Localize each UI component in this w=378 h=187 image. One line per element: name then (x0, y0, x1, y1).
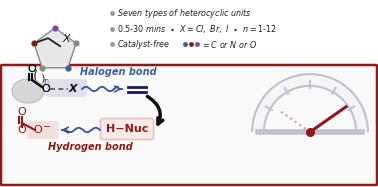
Text: O: O (18, 107, 26, 117)
Text: Hydrogen bond: Hydrogen bond (48, 142, 132, 152)
Text: H−Nuc: H−Nuc (106, 124, 148, 134)
Text: X: X (62, 34, 70, 44)
Polygon shape (34, 28, 76, 68)
Text: (: ( (32, 69, 38, 83)
Ellipse shape (12, 79, 44, 103)
Text: $\it{Catalyst\text{-}free}$: $\it{Catalyst\text{-}free}$ (117, 38, 170, 50)
FancyBboxPatch shape (1, 65, 377, 185)
FancyBboxPatch shape (27, 121, 59, 139)
FancyBboxPatch shape (101, 119, 153, 140)
Text: −: − (43, 122, 51, 132)
Text: $\it{0.5\text{-}30\ mins}$  $\bullet$  $\it{X = Cl,\ Br,\ I}$  $\bullet$  $\it{n: $\it{0.5\text{-}30\ mins}$ $\bullet$ $\i… (117, 23, 277, 35)
Text: Halogen bond: Halogen bond (80, 67, 156, 77)
Text: $\it{= C\ or\ N\ or\ O}$: $\it{= C\ or\ N\ or\ O}$ (201, 39, 257, 50)
Text: O: O (42, 84, 50, 94)
Text: O: O (34, 125, 42, 135)
Text: X: X (69, 84, 77, 94)
Text: $\it{Seven\ types\ of\ heterocyclic\ units}$: $\it{Seven\ types\ of\ heterocyclic\ uni… (117, 7, 252, 19)
Text: O: O (28, 64, 36, 74)
Text: O: O (42, 84, 50, 94)
Text: O: O (18, 125, 26, 135)
Text: O: O (28, 64, 36, 74)
Text: ): ) (40, 73, 44, 83)
Text: n: n (43, 76, 49, 85)
FancyBboxPatch shape (46, 79, 87, 97)
